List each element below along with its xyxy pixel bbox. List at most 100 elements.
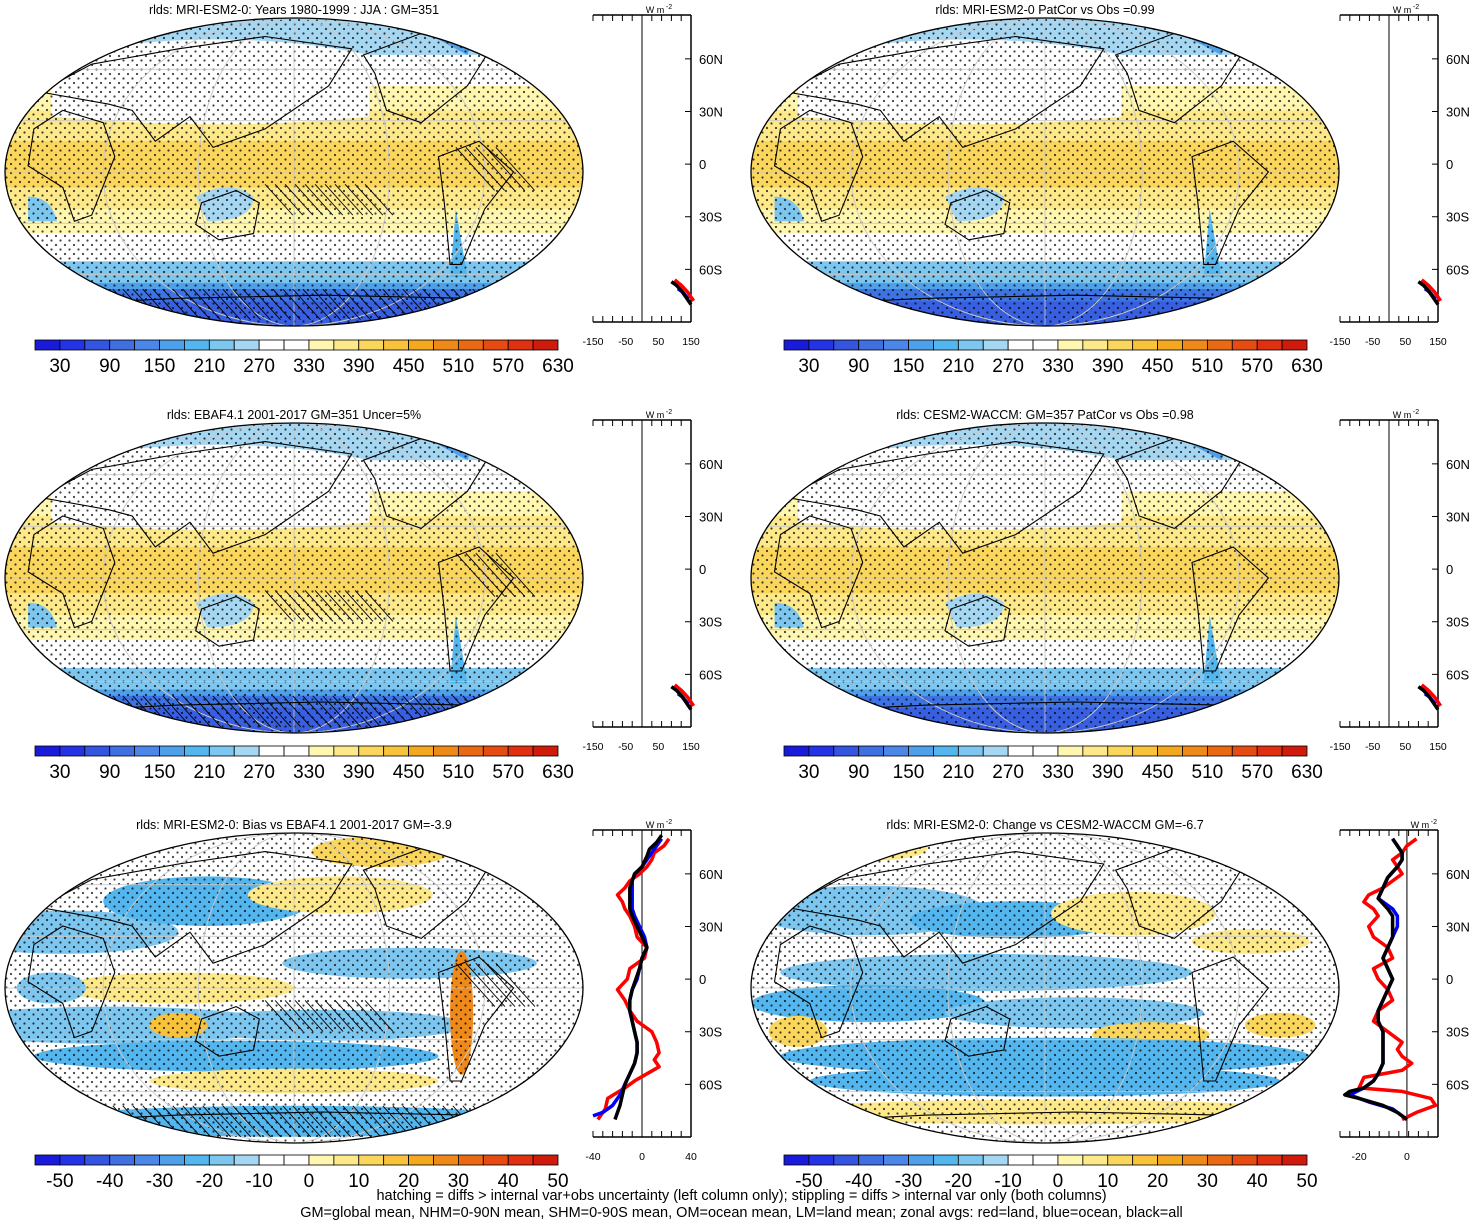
colorbar-swatch xyxy=(483,1155,508,1165)
colorbar-swatch xyxy=(160,340,185,350)
colorbar-swatch xyxy=(784,746,809,756)
zonal-lat-label: 0 xyxy=(699,157,706,172)
colorbar-swatch xyxy=(309,1155,334,1165)
colorbar-tick-label: 150 xyxy=(144,356,176,377)
colorbar-swatch xyxy=(508,746,533,756)
colorbar-tick-label: 30 xyxy=(49,762,70,783)
colorbar-swatch xyxy=(1232,1155,1257,1165)
colorbar-tick-label: 150 xyxy=(893,356,925,377)
zonal-lat-label: 0 xyxy=(1446,562,1453,577)
colorbar-swatch xyxy=(1008,340,1033,350)
colorbar-tick-label: 570 xyxy=(492,762,524,783)
zonal-lat-label: 60S xyxy=(1446,667,1469,682)
hatching-line xyxy=(73,289,101,320)
colorbar-swatch xyxy=(1158,746,1183,756)
hatching-line xyxy=(63,1106,91,1137)
zonal-lat-label: 30N xyxy=(699,509,723,524)
colorbar-tick-label: 210 xyxy=(193,762,225,783)
zonal-unit-superscript: -2 xyxy=(666,4,672,11)
colorbar-swatch xyxy=(458,746,483,756)
hatching-line xyxy=(473,289,501,320)
colorbar-swatch xyxy=(508,1155,533,1165)
colorbar-swatch xyxy=(1083,1155,1108,1165)
hatching-line xyxy=(513,1106,541,1137)
colorbar-tick-label: 510 xyxy=(1192,762,1224,783)
zonal-unit-label: W m xyxy=(646,410,665,420)
colorbar-tick-label: 210 xyxy=(942,356,974,377)
colorbar-tick-label: 390 xyxy=(1092,356,1124,377)
colorbar-swatch xyxy=(983,1155,1008,1165)
hatching-line xyxy=(83,696,111,727)
colorbar-tick-label: 330 xyxy=(1042,762,1074,783)
colorbar-swatch xyxy=(1008,1155,1033,1165)
zonal-unit-superscript: -2 xyxy=(666,819,672,826)
colorbar-swatch xyxy=(884,340,909,350)
zonal-lat-label: 60S xyxy=(699,667,722,682)
colorbar-swatch xyxy=(1207,746,1232,756)
panel-title: rlds: CESM2-WACCM: GM=357 PatCor vs Obs … xyxy=(896,408,1194,422)
colorbar-tick-label: 270 xyxy=(243,762,275,783)
colorbar-swatch xyxy=(35,746,60,756)
colorbar-swatch xyxy=(1033,340,1058,350)
zonal-x-label: 150 xyxy=(682,741,700,753)
colorbar-swatch xyxy=(1108,1155,1133,1165)
colorbar-tick-label: 30 xyxy=(798,356,819,377)
colorbar-swatch xyxy=(184,1155,209,1165)
colorbar-swatch xyxy=(135,340,160,350)
colorbar-swatch xyxy=(958,1155,983,1165)
zonal-x-label: -20 xyxy=(1352,1151,1367,1163)
colorbar-swatch xyxy=(784,340,809,350)
colorbar-tick-label: 630 xyxy=(1291,356,1323,377)
colorbar-swatch xyxy=(1008,746,1033,756)
zonal-lat-label: 60S xyxy=(699,1077,722,1092)
zonal-lat-label: 30N xyxy=(1446,919,1470,934)
hatching-line xyxy=(513,289,541,320)
hatching-line xyxy=(523,696,551,727)
colorbar-swatch xyxy=(909,1155,934,1165)
zonal-lat-label: 30N xyxy=(1446,509,1470,524)
colorbar-swatch xyxy=(110,1155,135,1165)
colorbar-swatch xyxy=(60,1155,85,1165)
zonal-lat-label: 0 xyxy=(1446,157,1453,172)
zonal-lat-label: 30S xyxy=(699,615,722,630)
colorbar-swatch xyxy=(409,340,434,350)
zonal-x-label: -50 xyxy=(1365,336,1380,348)
colorbar-swatch xyxy=(859,746,884,756)
colorbar-swatch xyxy=(85,746,110,756)
colorbar-tick-label: 90 xyxy=(848,762,869,783)
panel-title: rlds: EBAF4.1 2001-2017 GM=351 Uncer=5% xyxy=(167,408,421,422)
panel-title: rlds: MRI-ESM2-0: Change vs CESM2-WACCM … xyxy=(886,818,1203,832)
colorbar-swatch xyxy=(433,1155,458,1165)
zonal-line-land xyxy=(1359,839,1436,1120)
hatching-line xyxy=(493,1106,521,1137)
colorbar-swatch xyxy=(1133,340,1158,350)
zonal-unit-label: W m xyxy=(1393,5,1412,15)
map-panel xyxy=(5,423,583,734)
colorbar-tick-label: 450 xyxy=(393,762,425,783)
colorbar-tick-label: 450 xyxy=(393,356,425,377)
zonal-unit-label: W m xyxy=(646,820,665,830)
colorbar-swatch xyxy=(1058,746,1083,756)
zonal-x-label: -50 xyxy=(618,336,633,348)
colorbar-tick-label: 630 xyxy=(542,356,574,377)
colorbar-tick-label: 390 xyxy=(343,762,375,783)
colorbar-swatch xyxy=(458,340,483,350)
colorbar-tick-label: 150 xyxy=(893,762,925,783)
colorbar-swatch xyxy=(334,1155,359,1165)
colorbar-swatch xyxy=(209,746,234,756)
colorbar-swatch xyxy=(1158,340,1183,350)
colorbar-swatch xyxy=(359,1155,384,1165)
colorbar-swatch xyxy=(160,1155,185,1165)
colorbar-tick-label: 630 xyxy=(1291,762,1323,783)
zonal-lat-label: 60N xyxy=(699,867,723,882)
hatching-line xyxy=(473,1106,501,1137)
zonal-unit-superscript: -2 xyxy=(1413,409,1419,416)
zonal-unit-superscript: -2 xyxy=(666,409,672,416)
colorbar-swatch xyxy=(160,746,185,756)
